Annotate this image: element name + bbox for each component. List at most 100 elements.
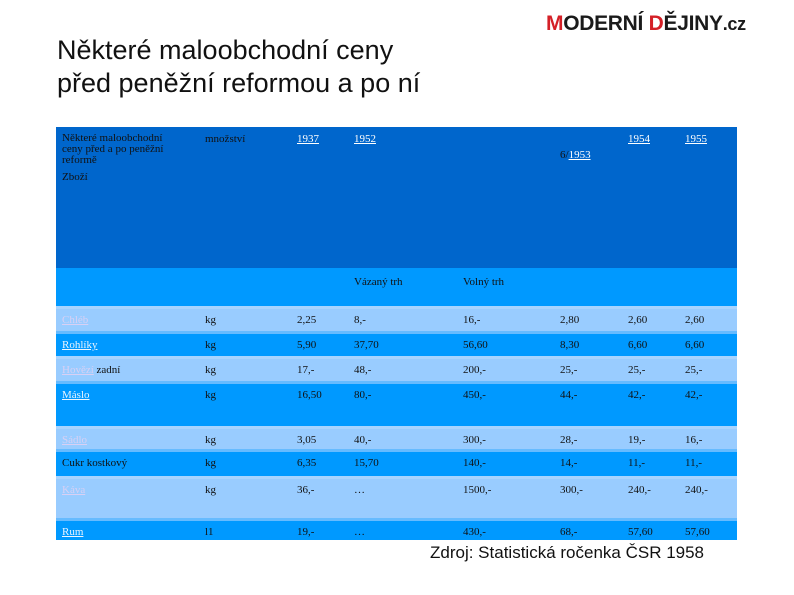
item-suffix: zadní <box>93 364 121 376</box>
header-1953: 6/1953 <box>554 127 622 267</box>
title-line-2: před peněžní reformou a po ní <box>57 68 421 98</box>
cell-1954: 2,60 <box>622 306 679 333</box>
cell-1955: 25,- <box>679 356 737 383</box>
cell-1955: 57,60 <box>679 518 737 540</box>
table-row: Cukr kostkový kg 6,35 15,70 140,- 14,- 1… <box>56 449 737 478</box>
logo-m: M <box>546 12 564 35</box>
header-1953-link[interactable]: 1953 <box>568 149 591 161</box>
header-1952-link[interactable]: 1952 <box>354 133 376 145</box>
cell-1955: 11,- <box>679 449 737 478</box>
cell-1955: 16,- <box>679 426 737 451</box>
cell-1954: 6,60 <box>622 331 679 358</box>
cell-1952-regulated: 80,- <box>348 381 457 428</box>
cell-1955: 6,60 <box>679 331 737 358</box>
item-link[interactable]: Rohlíky <box>62 339 98 351</box>
cell-1952-regulated: 48,- <box>348 356 457 383</box>
cell-unit: kg <box>199 449 291 478</box>
cell-1937: 36,- <box>291 476 348 520</box>
cell-1952-regulated: 40,- <box>348 426 457 451</box>
header-blank <box>457 127 554 267</box>
header-1937-link[interactable]: 1937 <box>297 133 319 145</box>
table-header-row: Některé maloobchodní ceny před a po peně… <box>56 127 737 267</box>
table-row: Máslo kg 16,50 80,- 450,- 44,- 42,- 42,- <box>56 381 737 428</box>
cell-1937: 17,- <box>291 356 348 383</box>
cell-1937: 19,- <box>291 518 348 540</box>
cell-1952-regulated: 37,70 <box>348 331 457 358</box>
cell-1952-free: 1500,- <box>457 476 554 520</box>
cell-1953: 25,- <box>554 356 622 383</box>
logo-text-1: ODERNÍ <box>563 12 649 35</box>
page-title: Některé maloobchodní ceny před peněžní r… <box>57 34 420 100</box>
cell-1953: 68,- <box>554 518 622 540</box>
source-caption: Zdroj: Statistická ročenka ČSR 1958 <box>430 543 705 562</box>
cell-1952-free: 300,- <box>457 426 554 451</box>
cell-1937: 2,25 <box>291 306 348 333</box>
cell-1952-regulated: 15,70 <box>348 449 457 478</box>
table-row: Hovězí zadní kg 17,- 48,- 200,- 25,- 25,… <box>56 356 737 383</box>
cell-unit: kg <box>199 476 291 520</box>
cell-unit: kg <box>199 381 291 428</box>
cell-1953: 28,- <box>554 426 622 451</box>
cell-1955: 240,- <box>679 476 737 520</box>
cell-1954: 25,- <box>622 356 679 383</box>
cell-unit: kg <box>199 331 291 358</box>
logo-d: D <box>648 12 664 35</box>
header-1953-prefix: 6/ <box>560 149 569 161</box>
cell-1952-free: 140,- <box>457 449 554 478</box>
cell-1937: 6,35 <box>291 449 348 478</box>
subheader-regulated-market: Vázaný trh <box>348 265 457 308</box>
title-line-1: Některé maloobchodní ceny <box>57 35 394 65</box>
table-row: Káva kg 36,- … 1500,- 300,- 240,- 240,- <box>56 476 737 520</box>
cell-1954: 19,- <box>622 426 679 451</box>
cell-unit: l1 <box>199 518 291 540</box>
header-goods: Zboží <box>62 171 88 183</box>
item-link[interactable]: Káva <box>62 484 86 496</box>
cell-1953: 300,- <box>554 476 622 520</box>
cell-unit: kg <box>199 306 291 333</box>
cell-1953: 2,80 <box>554 306 622 333</box>
cell-1937: 3,05 <box>291 426 348 451</box>
cell-unit: kg <box>199 356 291 383</box>
cell-1954: 57,60 <box>622 518 679 540</box>
table-row: Rohlíky kg 5,90 37,70 56,60 8,30 6,60 6,… <box>56 331 737 358</box>
logo-tld: .cz <box>722 14 746 34</box>
cell-1953: 14,- <box>554 449 622 478</box>
item-link[interactable]: Sádlo <box>62 434 88 446</box>
cell-1953: 8,30 <box>554 331 622 358</box>
site-logo: MODERNÍ DĚJINY.cz <box>546 12 746 36</box>
cell-1954: 11,- <box>622 449 679 478</box>
header-caption: Některé maloobchodní ceny před a po peně… <box>62 132 164 166</box>
table-row: Sádlo kg 3,05 40,- 300,- 28,- 19,- 16,- <box>56 426 737 451</box>
cell-1952-free: 200,- <box>457 356 554 383</box>
cell-1954: 42,- <box>622 381 679 428</box>
table-row: Rum l1 19,- … 430,- 68,- 57,60 57,60 <box>56 518 737 540</box>
cell-1952-free: 16,- <box>457 306 554 333</box>
item-link[interactable]: Rum <box>62 526 84 538</box>
item-link[interactable]: Hovězí <box>62 364 94 376</box>
cell-unit: kg <box>199 426 291 451</box>
cell-1952-free: 56,60 <box>457 331 554 358</box>
cell-1952-regulated: … <box>348 518 457 540</box>
header-1954-link[interactable]: 1954 <box>628 133 650 145</box>
logo-text-2: ĚJINY <box>663 12 724 35</box>
header-quantity: množství <box>199 127 291 267</box>
item-link[interactable]: Máslo <box>62 389 90 401</box>
cell-1952-free: 430,- <box>457 518 554 540</box>
prices-table: Některé maloobchodní ceny před a po peně… <box>56 127 737 540</box>
cell-1955: 42,- <box>679 381 737 428</box>
header-1955-link[interactable]: 1955 <box>685 133 707 145</box>
cell-1937: 16,50 <box>291 381 348 428</box>
table-subheader-row: Vázaný trh Volný trh <box>56 265 737 308</box>
cell-1937: 5,90 <box>291 331 348 358</box>
item-link[interactable]: Chléb <box>62 314 89 326</box>
cell-1952-regulated: 8,- <box>348 306 457 333</box>
cell-1952-regulated: … <box>348 476 457 520</box>
cell-1955: 2,60 <box>679 306 737 333</box>
subheader-free-market: Volný trh <box>457 265 554 308</box>
cell-1952-free: 450,- <box>457 381 554 428</box>
header-item: Některé maloobchodní ceny před a po peně… <box>56 127 199 267</box>
cell-1953: 44,- <box>554 381 622 428</box>
cell-1954: 240,- <box>622 476 679 520</box>
item-label: Cukr kostkový <box>56 449 199 478</box>
table-row: Chléb kg 2,25 8,- 16,- 2,80 2,60 2,60 <box>56 306 737 333</box>
